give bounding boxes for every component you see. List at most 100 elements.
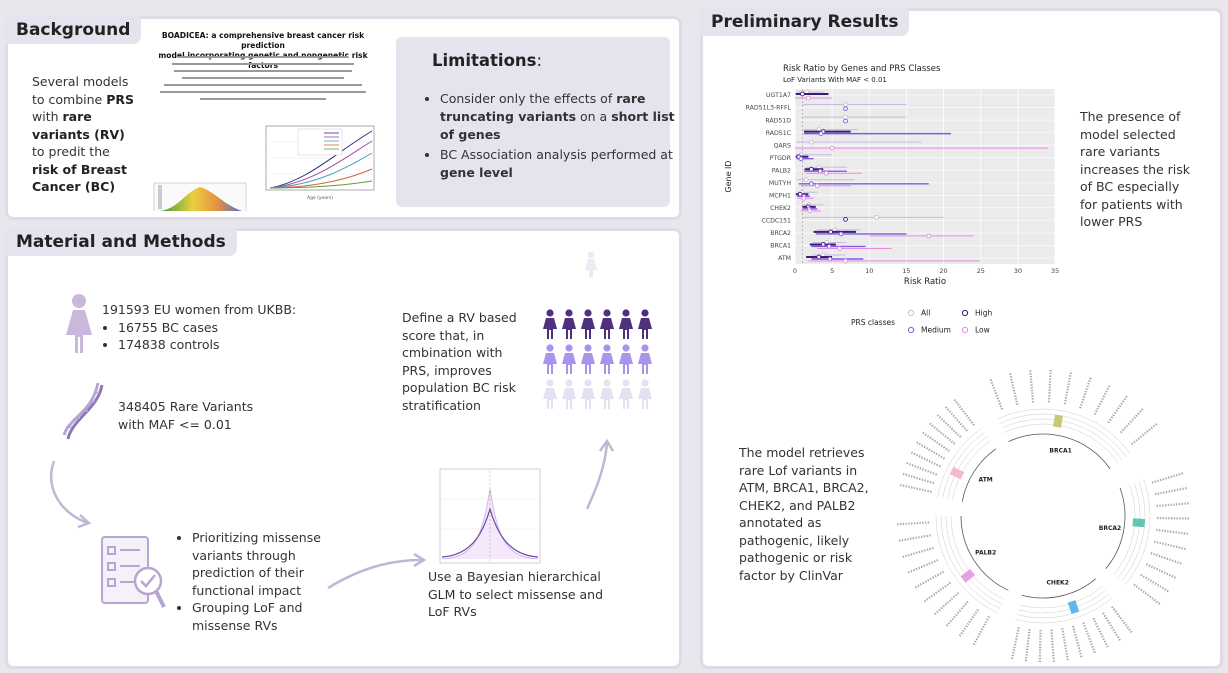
estimate-point xyxy=(817,168,823,174)
y-tick-label: UGT1A7 xyxy=(766,92,791,99)
x-tick-label: 5 xyxy=(830,267,834,275)
annotation-label xyxy=(901,546,934,559)
gene-label: CHEK2 xyxy=(1047,579,1069,586)
annotation-label xyxy=(1119,407,1145,434)
gene-sector xyxy=(961,448,997,502)
annotation-label xyxy=(901,472,935,485)
annotation-label xyxy=(928,422,956,445)
x-tick-label: 35 xyxy=(1051,267,1059,275)
legend-label: Low xyxy=(975,326,990,335)
estimate-point xyxy=(808,139,814,145)
estimate-point xyxy=(874,215,880,220)
prioritize-list: Prioritizing missense variants through p… xyxy=(176,529,326,634)
annotation-label xyxy=(1151,471,1184,484)
gene-sector xyxy=(1105,487,1126,569)
track-ring xyxy=(952,440,991,501)
glm-text: Use a Bayesian hierarchical GLM to selec… xyxy=(428,569,604,619)
woman-icon xyxy=(562,309,576,339)
annotation-label xyxy=(907,559,939,574)
annotation-label xyxy=(923,581,952,603)
y-tick-label: MUTYH xyxy=(769,180,791,187)
annotation-label xyxy=(1024,629,1031,663)
y-tick-label: MCPH1 xyxy=(769,193,791,200)
estimate-point xyxy=(803,177,809,183)
gene-label: BRCA1 xyxy=(1049,447,1071,454)
y-tick-label: RAD51L3-RFFL xyxy=(746,105,792,112)
y-tick-label: RAD51C xyxy=(766,130,791,137)
track-ring xyxy=(940,515,1000,609)
track-ring xyxy=(947,436,988,500)
limitations-list: Consider only the effects of rare trunca… xyxy=(424,90,678,182)
variant-bar xyxy=(1067,600,1080,614)
paper-figure: Age (years) xyxy=(153,125,375,211)
estimate-point xyxy=(837,246,842,251)
variant-bar xyxy=(960,568,976,583)
annotation-label xyxy=(1130,422,1158,446)
estimate-point xyxy=(838,231,844,237)
annotation-label xyxy=(1111,606,1133,634)
annotation-label xyxy=(1092,617,1110,649)
track-ring xyxy=(1124,479,1151,585)
annotation-label xyxy=(1102,612,1122,642)
estimate-point xyxy=(926,233,932,239)
woman-icon xyxy=(638,344,652,374)
x-tick-label: 20 xyxy=(939,267,947,275)
finding-prs-text: The presence of model selected rare vari… xyxy=(1080,109,1191,229)
results-title: Preliminary Results xyxy=(700,8,910,36)
woman-icon xyxy=(581,379,595,409)
estimate-point xyxy=(800,91,805,97)
estimate-point xyxy=(823,170,829,176)
annotation-label xyxy=(958,609,979,638)
forest-plot: Risk Ratio by Genes and PRS Classes LoF V… xyxy=(724,64,1059,335)
variant-bar xyxy=(949,466,965,480)
gene-label: ATM xyxy=(979,476,993,483)
annotation-label xyxy=(972,615,991,647)
track-ring xyxy=(1001,418,1123,461)
woman-icon xyxy=(619,309,633,339)
annotation-label xyxy=(936,413,962,438)
chart-subtitle: LoF Variants With MAF < 0.01 xyxy=(783,76,887,84)
estimate-point xyxy=(843,118,848,124)
plot-area xyxy=(795,89,1055,264)
variant-bar xyxy=(1053,414,1063,428)
y-axis-label: Gene ID xyxy=(724,160,733,192)
paper-thumbnail: BOADICEA: a comprehensive breast cancer … xyxy=(148,31,378,211)
y-tick-label: CHEK2 xyxy=(770,205,791,212)
woman-icon xyxy=(66,294,92,353)
estimate-point xyxy=(808,181,814,187)
y-tick-label: QARS xyxy=(774,142,791,149)
annotation-label xyxy=(989,378,1004,410)
estimate-point xyxy=(827,256,833,262)
limitation-item: Consider only the effects of rare trunca… xyxy=(440,90,678,144)
annotation-label xyxy=(1061,628,1069,662)
background-panel: Background Several models to combine PRS… xyxy=(5,16,682,220)
estimate-point xyxy=(829,145,835,151)
legend: PRS classes All High Medium Low xyxy=(851,309,992,335)
annotation-label xyxy=(1156,528,1190,536)
y-tick-label: PALB2 xyxy=(772,167,791,174)
estimate-point xyxy=(807,208,813,214)
woman-icon xyxy=(562,344,576,374)
track-ring xyxy=(1016,593,1109,619)
background-intro: Several models to combine PRS with rare … xyxy=(32,74,135,194)
annotation-label xyxy=(944,405,968,432)
limitation-item: BC Association analysis performed at gen… xyxy=(440,146,678,182)
track-ring xyxy=(1113,484,1136,576)
annotation-label xyxy=(1047,369,1052,403)
score-text: Define a RV based score that, in cmbinat… xyxy=(402,310,517,413)
track-ring xyxy=(999,413,1127,458)
estimate-point xyxy=(814,183,820,189)
x-tick-label: 15 xyxy=(902,267,910,275)
track-ring xyxy=(950,515,1005,600)
annotation-label xyxy=(945,600,969,628)
estimate-point xyxy=(818,131,824,136)
finding-clinvar-text: The model retrieves rare Lof variants in… xyxy=(739,445,869,583)
background-title: Background xyxy=(5,16,142,44)
annotation-label xyxy=(1133,583,1162,606)
annotation-label xyxy=(1093,384,1111,415)
annotation-label xyxy=(1156,516,1190,520)
gene-sector xyxy=(960,515,1009,591)
estimate-point xyxy=(826,244,832,249)
y-tick-label: BRCA1 xyxy=(770,243,791,250)
annotation-label xyxy=(1079,376,1092,409)
